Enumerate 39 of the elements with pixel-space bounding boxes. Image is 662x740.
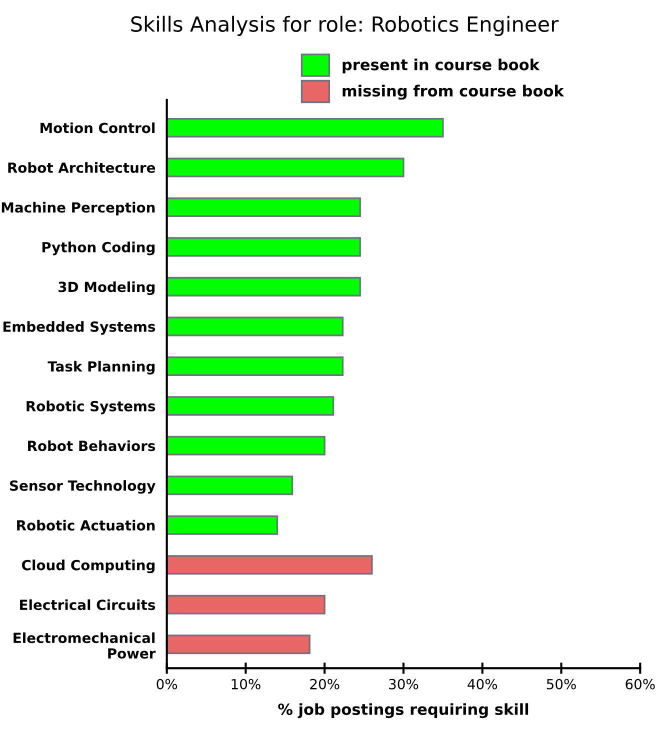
y-tick-label: 3D Modeling <box>58 281 155 295</box>
y-tick-label: Sensor Technology <box>10 480 156 494</box>
y-tick-label: Motion Control <box>40 122 155 134</box>
bar <box>166 436 326 456</box>
x-tick-label: 0% <box>156 678 178 690</box>
y-tick-label: Machine Perception <box>2 202 155 216</box>
bar <box>166 237 361 257</box>
x-tick-label: 40% <box>468 678 498 690</box>
y-tick-label: Robotic Actuation <box>17 520 155 531</box>
bar <box>166 276 361 296</box>
x-tick-label: 20% <box>310 678 340 690</box>
bar <box>166 476 294 496</box>
y-tick-label: Cloud Computing <box>22 560 155 574</box>
bar <box>166 515 278 535</box>
legend-label: present in course book <box>342 58 540 74</box>
y-tick-label: Embedded Systems <box>3 321 156 335</box>
y-tick-label: Python Coding <box>42 242 155 256</box>
y-tick-label: Electrical Circuits <box>20 599 156 610</box>
y-tick-label: Robotic Systems <box>26 400 156 414</box>
bar <box>166 396 334 416</box>
y-tick-label: Robot Architecture <box>8 162 156 173</box>
y-tick-label: Task Planning <box>48 360 155 374</box>
chart-title: Skills Analysis for role: Robotics Engineer <box>131 16 559 36</box>
y-tick-label: Electromechanical Power <box>14 632 156 659</box>
bar <box>166 197 361 217</box>
legend-label: missing from course book <box>342 84 564 100</box>
bar <box>166 316 344 336</box>
y-tick-label: Robot Behaviors <box>28 440 156 452</box>
bar <box>166 555 373 575</box>
bar <box>166 158 404 178</box>
bar <box>166 356 344 376</box>
bar <box>166 594 326 614</box>
bar <box>166 118 444 138</box>
x-tick-label: 30% <box>389 678 418 690</box>
x-tick-label: 10% <box>232 678 260 690</box>
x-tick-label: 60% <box>626 678 655 690</box>
x-tick-label: 50% <box>546 678 576 690</box>
bar <box>166 634 310 654</box>
x-axis-title: % job postings requiring skill <box>278 703 528 718</box>
